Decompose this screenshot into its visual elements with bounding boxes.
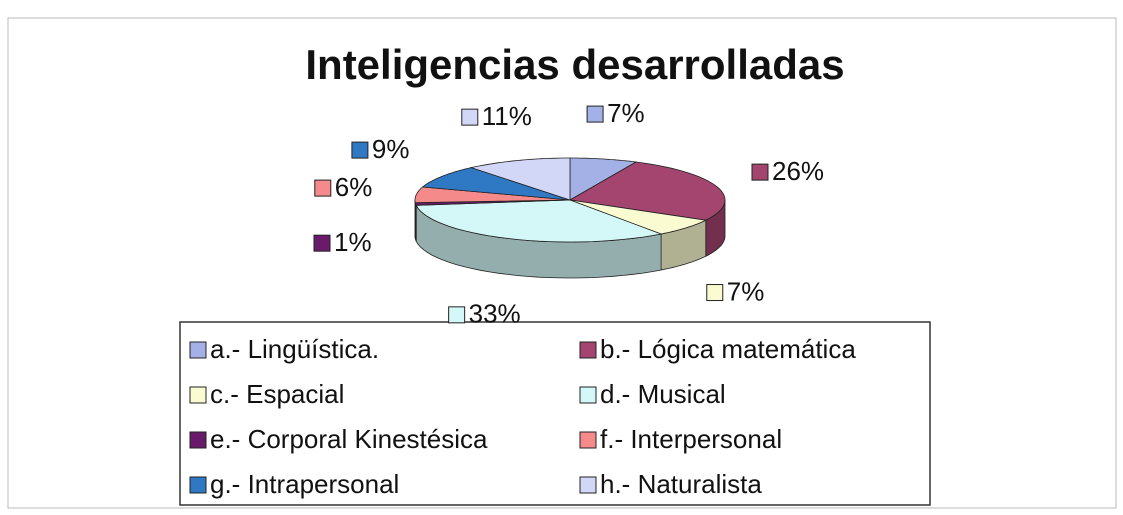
legend-swatch <box>190 477 206 493</box>
label-swatch <box>707 285 723 301</box>
data-label: 9% <box>372 134 410 164</box>
legend-swatch <box>580 342 596 358</box>
legend-label: h.- Naturalista <box>600 469 762 499</box>
label-swatch <box>352 142 368 158</box>
label-swatch <box>752 164 768 180</box>
legend-swatch <box>190 342 206 358</box>
data-label: 6% <box>335 172 373 202</box>
legend-label: e.- Corporal Kinestésica <box>210 424 488 454</box>
legend-swatch <box>190 387 206 403</box>
legend-label: b.- Lógica matemática <box>600 334 856 364</box>
legend-swatch <box>580 387 596 403</box>
data-label: 26% <box>772 156 824 186</box>
data-label: 33% <box>469 299 521 329</box>
legend-swatch <box>580 432 596 448</box>
data-label: 11% <box>482 101 532 131</box>
data-label: 7% <box>727 276 765 306</box>
legend-label: a.- Lingüística. <box>210 334 379 364</box>
legend-label: g.- Intrapersonal <box>210 469 399 499</box>
label-swatch <box>314 235 330 251</box>
label-swatch <box>449 307 465 323</box>
legend-label: f.- Interpersonal <box>600 424 782 454</box>
legend-swatch <box>580 477 596 493</box>
label-swatch <box>315 180 331 196</box>
data-label: 7% <box>607 98 645 128</box>
legend-label: c.- Espacial <box>210 379 344 409</box>
data-label: 1% <box>334 227 372 257</box>
legend-label: d.- Musical <box>600 379 726 409</box>
label-swatch <box>587 106 603 122</box>
label-swatch <box>462 109 478 125</box>
chart-title: Inteligencias desarrolladas <box>305 41 844 88</box>
legend-swatch <box>190 432 206 448</box>
